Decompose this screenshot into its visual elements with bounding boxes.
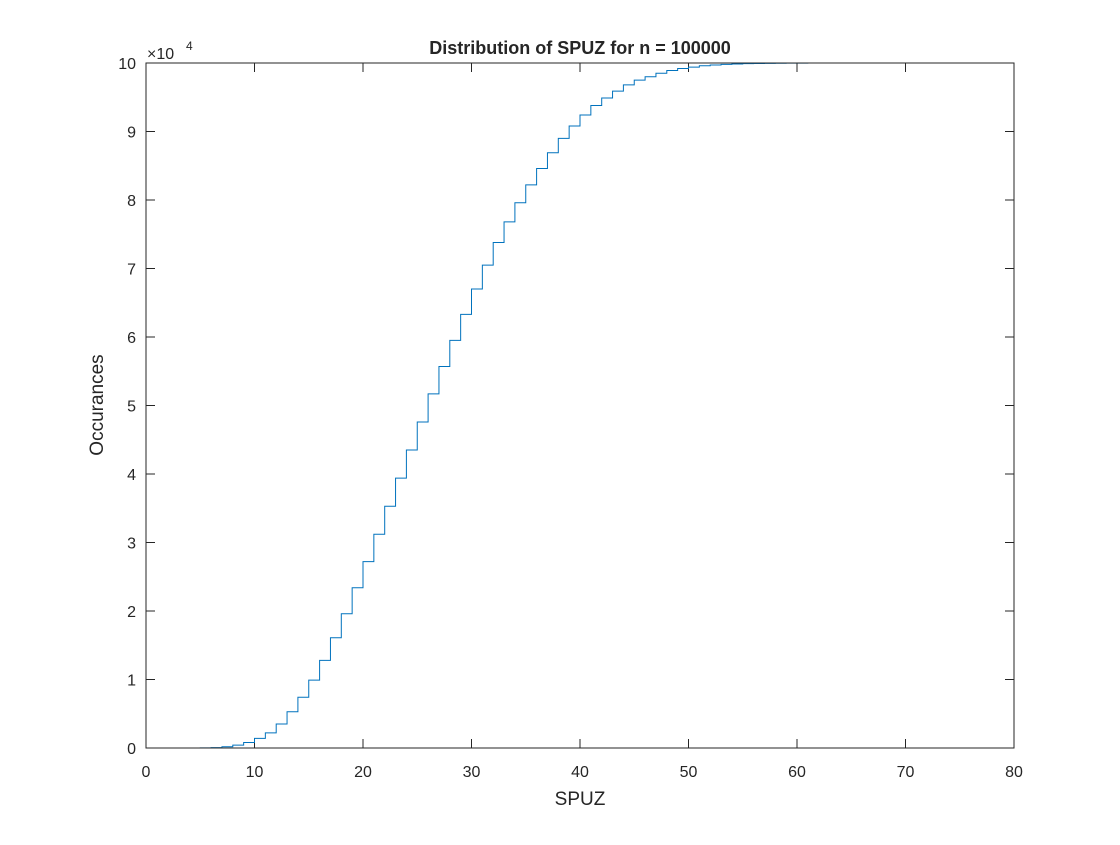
x-tick-label: 10: [246, 764, 264, 781]
x-tick-label: 30: [463, 764, 481, 781]
y-tick-label: 7: [127, 262, 136, 279]
y-tick-label: 0: [127, 741, 136, 758]
y-multiplier: ×10 4: [147, 39, 193, 63]
y-tick-label: 6: [127, 330, 136, 347]
x-tick-label: 60: [788, 764, 806, 781]
y-tick-label: 10: [118, 56, 136, 73]
x-tick-label: 20: [354, 764, 372, 781]
x-tick-label: 50: [680, 764, 698, 781]
y-tick-label: 8: [127, 193, 136, 210]
plot-area: [146, 63, 1014, 748]
y-multiplier-base: ×10: [147, 46, 174, 63]
y-tick-labels: 0 1 2 3 4 5 6 7 8 9 10: [118, 56, 136, 758]
y-tick-label: 4: [127, 467, 136, 484]
x-axis-label: SPUZ: [555, 789, 606, 810]
y-tick-label: 2: [127, 604, 136, 621]
x-tick-label: 0: [142, 764, 151, 781]
chart-title: Distribution of SPUZ for n = 100000: [429, 38, 731, 58]
y-tick-label: 3: [127, 536, 136, 553]
y-tick-label: 1: [127, 673, 136, 690]
x-tick-label: 80: [1005, 764, 1023, 781]
x-tick-labels: 0 10 20 30 40 50 60 70 80: [142, 764, 1023, 781]
y-multiplier-exponent: 4: [186, 39, 193, 53]
x-tick-label: 70: [897, 764, 915, 781]
y-axis-label: Occurances: [87, 354, 108, 455]
x-tick-label: 40: [571, 764, 589, 781]
axes-box: [145, 62, 1015, 749]
y-tick-label: 5: [127, 399, 136, 416]
y-tick-label: 9: [127, 125, 136, 142]
